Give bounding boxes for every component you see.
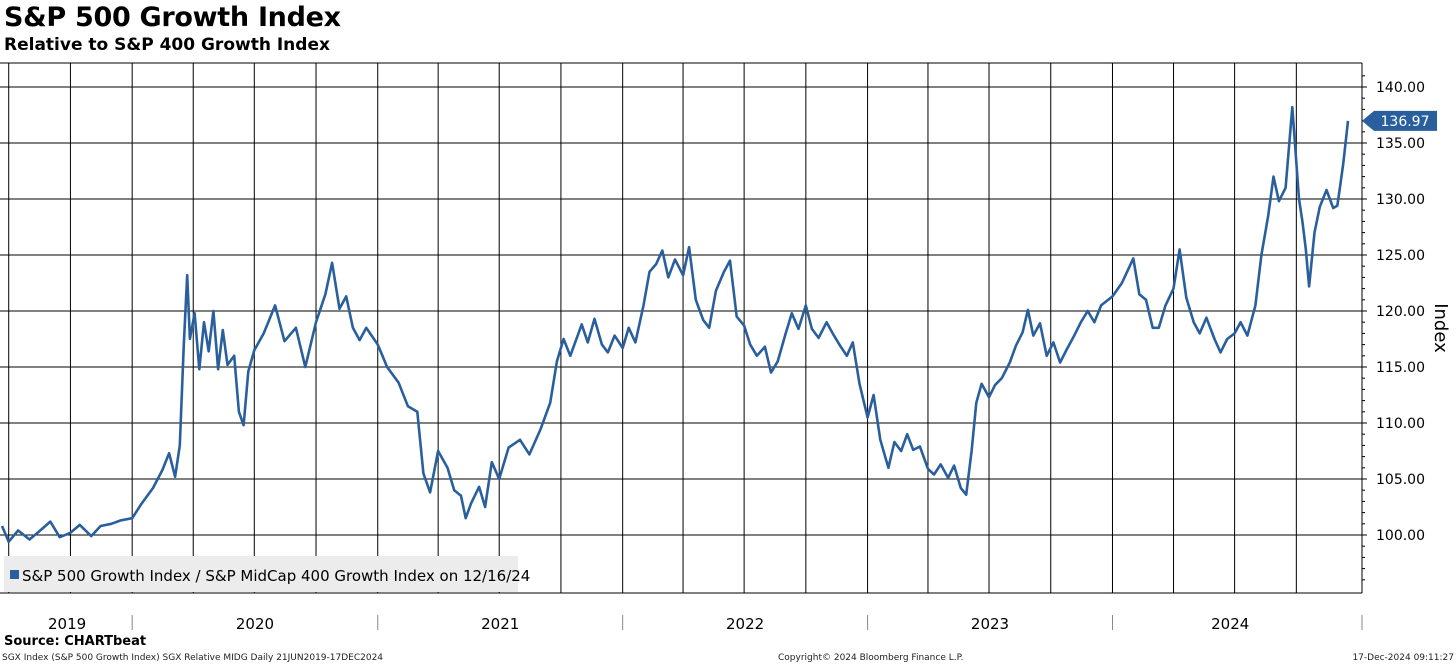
source-note: Source: CHARTbeat	[4, 634, 147, 649]
y-tick-label: 120.00	[1376, 304, 1425, 320]
x-year-label: 2023	[971, 615, 1009, 630]
y-tick-label: 115.00	[1376, 360, 1425, 376]
legend-box	[4, 556, 518, 592]
copyright-note: Copyright© 2024 Bloomberg Finance L.P.	[778, 653, 964, 663]
legend-swatch	[10, 570, 19, 579]
y-tick-label: 105.00	[1376, 472, 1425, 488]
chart-subtitle: Relative to S&P 400 Growth Index	[4, 35, 330, 55]
x-year-label: 2024	[1211, 615, 1249, 630]
y-tick-label: 140.00	[1376, 80, 1425, 96]
y-tick-label: 125.00	[1376, 248, 1425, 264]
legend: S&P 500 Growth Index / S&P MidCap 400 Gr…	[4, 556, 530, 592]
x-year-label: 2021	[481, 615, 519, 630]
series-line	[0, 105, 1350, 543]
chart-title: S&P 500 Growth Index	[4, 2, 341, 33]
series-layer	[0, 105, 1350, 543]
y-axis-title: Index	[1430, 303, 1451, 353]
y-tick-label: 130.00	[1376, 192, 1425, 208]
x-year-label: 2020	[236, 615, 274, 630]
grid-lines	[0, 62, 1362, 594]
legend-label: S&P 500 Growth Index / S&P MidCap 400 Gr…	[22, 567, 530, 585]
timestamp: 17-Dec-2024 09:11:27	[1352, 653, 1454, 663]
y-tick-label: 135.00	[1376, 136, 1425, 152]
series-description: SGX Index (S&P 500 Growth Index) SGX Rel…	[2, 653, 384, 663]
y-tick-label: 110.00	[1376, 416, 1425, 432]
x-year-label: 2022	[726, 615, 764, 630]
last-value-label: 136.97	[1381, 114, 1430, 130]
y-tick-label: 100.00	[1376, 528, 1425, 544]
last-value-marker	[1362, 110, 1437, 131]
x-axis: 2019 2020 2021 2022 2023 2024	[48, 615, 1363, 630]
x-year-label: 2019	[48, 615, 86, 630]
line-chart: 100.00 105.00 110.00 115.00 120.00 125.00 130.…	[0, 62, 1451, 630]
y-axis: 100.00 105.00 110.00 115.00 120.00 125.00 130.…	[1361, 63, 1451, 593]
